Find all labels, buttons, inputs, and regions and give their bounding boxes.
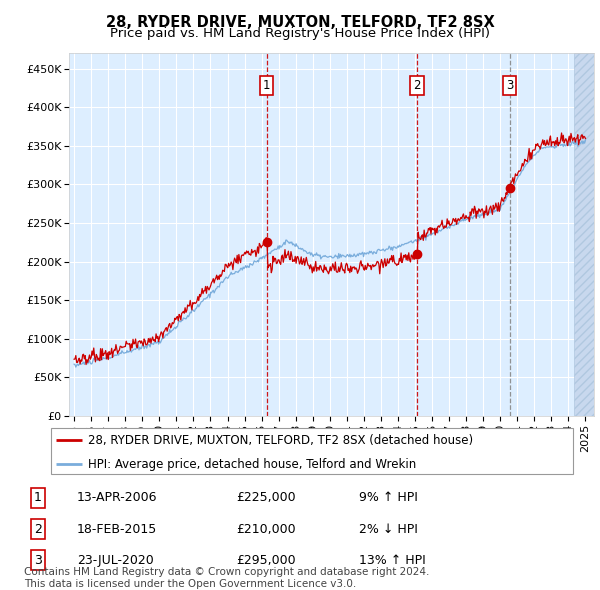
Text: 28, RYDER DRIVE, MUXTON, TELFORD, TF2 8SX (detached house): 28, RYDER DRIVE, MUXTON, TELFORD, TF2 8S… [88, 434, 473, 447]
Bar [574, 53, 599, 416]
Text: 13-APR-2006: 13-APR-2006 [77, 491, 158, 504]
Text: 13% ↑ HPI: 13% ↑ HPI [359, 554, 425, 567]
Text: £210,000: £210,000 [236, 523, 296, 536]
Text: 18-FEB-2015: 18-FEB-2015 [77, 523, 157, 536]
Text: 2% ↓ HPI: 2% ↓ HPI [359, 523, 418, 536]
FancyBboxPatch shape [50, 428, 574, 474]
Text: 3: 3 [506, 79, 514, 92]
Text: 2: 2 [34, 523, 42, 536]
Text: 3: 3 [34, 554, 42, 567]
Text: 1: 1 [34, 491, 42, 504]
Text: Contains HM Land Registry data © Crown copyright and database right 2024.
This d: Contains HM Land Registry data © Crown c… [24, 567, 430, 589]
Text: £295,000: £295,000 [236, 554, 296, 567]
Text: 28, RYDER DRIVE, MUXTON, TELFORD, TF2 8SX: 28, RYDER DRIVE, MUXTON, TELFORD, TF2 8S… [106, 15, 494, 30]
Text: HPI: Average price, detached house, Telford and Wrekin: HPI: Average price, detached house, Telf… [88, 458, 416, 471]
Text: 2: 2 [413, 79, 421, 92]
Text: 9% ↑ HPI: 9% ↑ HPI [359, 491, 418, 504]
Text: Price paid vs. HM Land Registry's House Price Index (HPI): Price paid vs. HM Land Registry's House … [110, 27, 490, 40]
Text: 23-JUL-2020: 23-JUL-2020 [77, 554, 154, 567]
Text: £225,000: £225,000 [236, 491, 296, 504]
Text: 1: 1 [263, 79, 271, 92]
